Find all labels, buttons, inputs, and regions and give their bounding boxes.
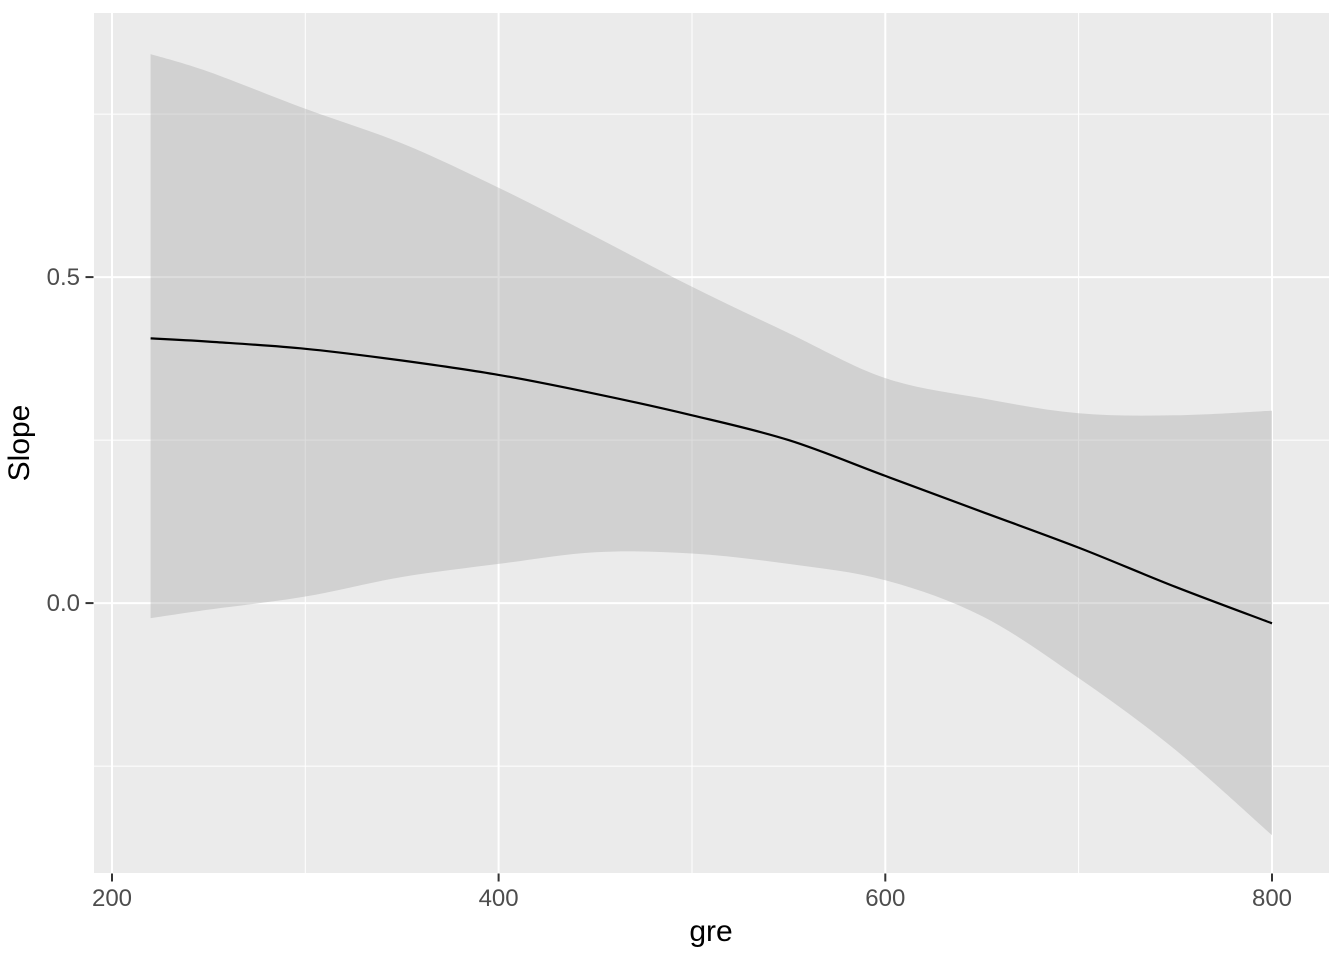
minor-gridlines [94,13,1329,873]
panel-background [94,13,1329,873]
slope-estimate-line [150,337,1273,625]
x-axis-tick-labels: 200 400 600 800 [92,885,1292,912]
x-tick-label: 800 [1252,885,1292,912]
x-axis-tick-marks [111,873,1273,882]
x-tick-label: 200 [92,885,132,912]
x-tick-label: 600 [865,885,905,912]
major-gridlines [94,13,1329,873]
x-tick-label: 400 [479,885,519,912]
y-axis-tick-marks [85,276,94,605]
y-axis-tick-labels: 0.0 0.5 [47,264,80,617]
y-tick-label: 0.0 [47,590,80,617]
confidence-ribbon [150,54,1273,836]
y-axis-title: Slope [3,405,36,482]
x-axis-title: gre [689,915,732,948]
y-tick-label: 0.5 [47,264,80,291]
